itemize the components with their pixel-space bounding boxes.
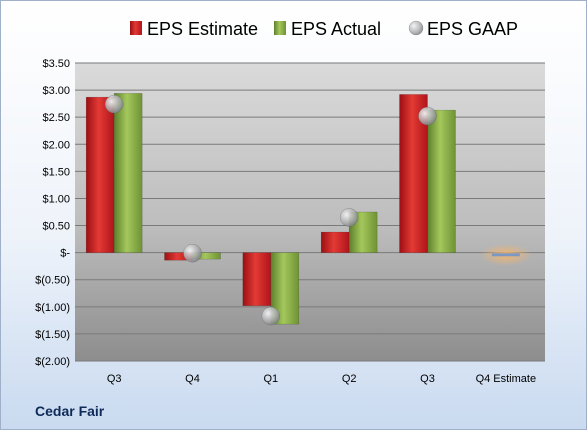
y-tick-label: $3.00 (42, 85, 70, 97)
gaap-markers (104, 94, 437, 326)
eps-estimate-bar (242, 252, 272, 306)
legend-item: EPS Estimate (130, 19, 258, 39)
x-tick-label: Q2 (342, 373, 357, 385)
eps-estimate-bar (85, 96, 115, 253)
legend-item: EPS Actual (274, 19, 381, 39)
gridlines (75, 62, 545, 362)
y-tick-label: $1.50 (42, 166, 70, 178)
estimate-marker (491, 253, 520, 257)
y-tick-label: $1.00 (42, 193, 70, 205)
y-tick-label: $(1.50) (35, 329, 70, 341)
x-tick-label: Q4 Estimate (476, 373, 537, 385)
legend-label: EPS Estimate (147, 19, 258, 39)
eps-gaap-marker (261, 306, 281, 326)
x-tick-label: Q1 (263, 373, 278, 385)
legend-label: EPS GAAP (427, 19, 518, 39)
eps-gaap-marker (104, 94, 124, 114)
legend-swatch-actual (274, 21, 286, 35)
y-axis-ticks: $3.50 $3.00 $2.50 $2.00 $1.50 $1.00 $0.50 $- $(0… (35, 58, 70, 368)
x-axis-ticks: Q3 Q4 Q1 Q2 Q3 Q4 Estimate (107, 373, 536, 385)
y-tick-label: $0.50 (42, 221, 70, 233)
y-tick-label: $(2.00) (35, 356, 70, 368)
legend-swatch-gaap (408, 20, 424, 36)
plot-area (75, 63, 545, 361)
y-tick-label: $2.00 (42, 139, 70, 151)
legend: EPS Estimate EPS Actual EPS GAAP (130, 19, 518, 39)
y-tick-label: $(0.50) (35, 275, 70, 287)
y-tick-label: $(1.00) (35, 302, 70, 314)
eps-estimate-bar (320, 231, 350, 253)
x-tick-label: Q4 (185, 373, 200, 385)
eps-actual-bar (113, 93, 143, 253)
legend-label: EPS Actual (291, 19, 381, 39)
y-tick-label: $2.50 (42, 112, 70, 124)
legend-swatch-estimate (130, 21, 142, 35)
eps-gaap-marker (339, 208, 359, 227)
company-name: Cedar Fair (35, 403, 105, 419)
bars (85, 93, 532, 325)
x-tick-label: Q3 (420, 373, 435, 385)
y-tick-label: $- (60, 248, 70, 260)
eps-gaap-marker (183, 243, 202, 263)
eps-gaap-marker (418, 106, 437, 126)
eps-actual-bar (427, 109, 456, 253)
legend-item: EPS GAAP (408, 19, 518, 39)
y-tick-label: $3.50 (42, 58, 70, 70)
x-tick-label: Q3 (107, 373, 122, 385)
